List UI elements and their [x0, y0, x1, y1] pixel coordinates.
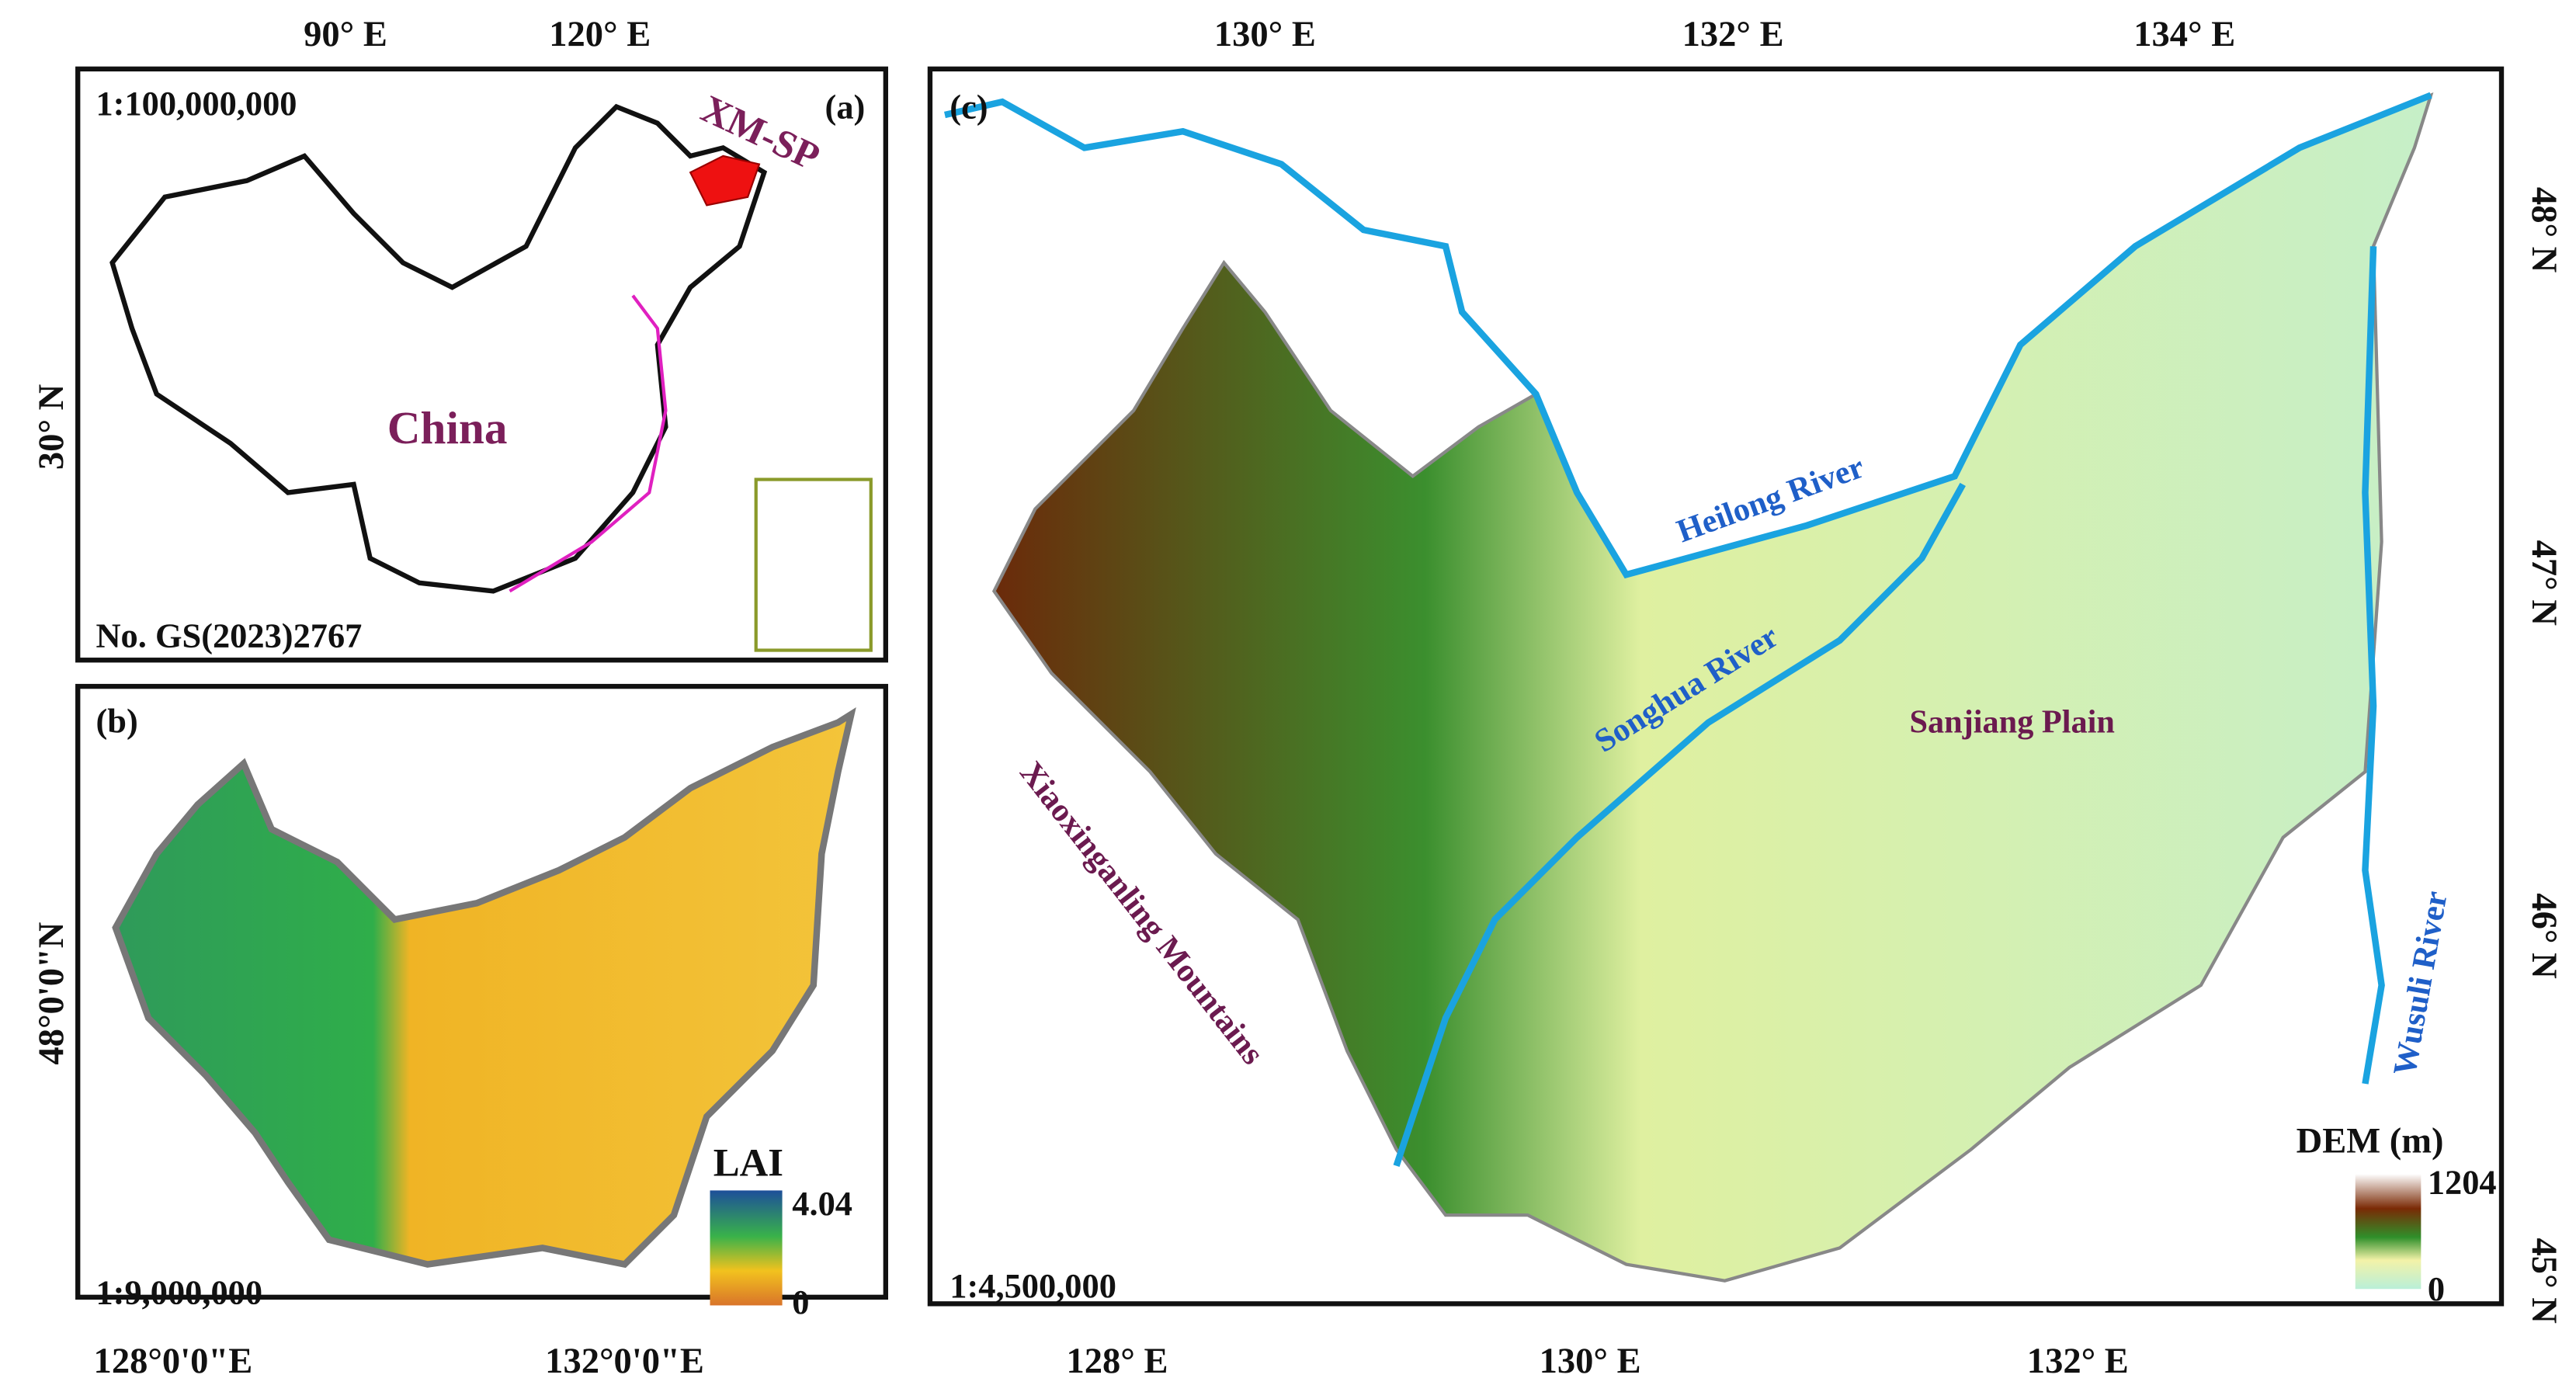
dem-colorbar — [2355, 1174, 2422, 1290]
country-label: China — [387, 402, 508, 453]
top-tick-label: 90° E — [304, 15, 387, 54]
scale-label: 1:4,500,000 — [950, 1266, 1116, 1305]
scale-label: 1:100,000,000 — [95, 84, 297, 123]
panel-label: (a) — [825, 87, 866, 126]
left-tick-label: 30° N — [32, 384, 71, 470]
plain-label: Sanjiang Plain — [1909, 703, 2114, 740]
china-outline — [109, 103, 768, 594]
legend-title: LAI — [713, 1140, 783, 1184]
panel-label: (b) — [95, 701, 137, 740]
top-tick-label: 132° E — [1682, 15, 1784, 54]
approval-number: No. GS(2023)2767 — [95, 616, 362, 654]
right-tick-label: 48° N — [2524, 187, 2564, 273]
xm-sp-region — [689, 154, 761, 207]
top-tick-label: 130° E — [1214, 15, 1316, 54]
legend-max: 1204 — [2428, 1163, 2497, 1202]
bottom-tick-label: 132°0'0"E — [545, 1342, 704, 1381]
south-sea-inset — [754, 477, 873, 652]
bottom-tick-label: 132° E — [2027, 1342, 2129, 1381]
scale-label: 1:9,000,000 — [95, 1272, 262, 1311]
legend-min: 0 — [792, 1283, 809, 1321]
heilong-river — [944, 92, 2432, 579]
songhua-river — [1393, 482, 1966, 1168]
right-tick-label: 47° N — [2524, 540, 2564, 626]
bottom-tick-label: 128°0'0"E — [94, 1342, 253, 1381]
left-tick-label: 48°0'0"N — [32, 922, 71, 1065]
legend-max: 4.04 — [792, 1184, 852, 1223]
bottom-tick-label: 130° E — [1540, 1342, 1641, 1381]
wusuli-river — [2362, 246, 2385, 1085]
top-tick-label: 134° E — [2133, 15, 2235, 54]
dem-map — [991, 92, 2434, 1283]
right-tick-label: 45° N — [2524, 1238, 2564, 1324]
bottom-tick-label: 128° E — [1067, 1342, 1168, 1381]
legend-title: DEM (m) — [2297, 1122, 2444, 1161]
lai-colorbar — [710, 1190, 783, 1306]
top-tick-label: 120° E — [549, 15, 651, 54]
coastline — [509, 294, 668, 593]
legend-min: 0 — [2428, 1269, 2445, 1308]
panel-label: (c) — [950, 87, 988, 126]
lai-map — [112, 707, 856, 1269]
right-tick-label: 46° N — [2524, 893, 2564, 978]
